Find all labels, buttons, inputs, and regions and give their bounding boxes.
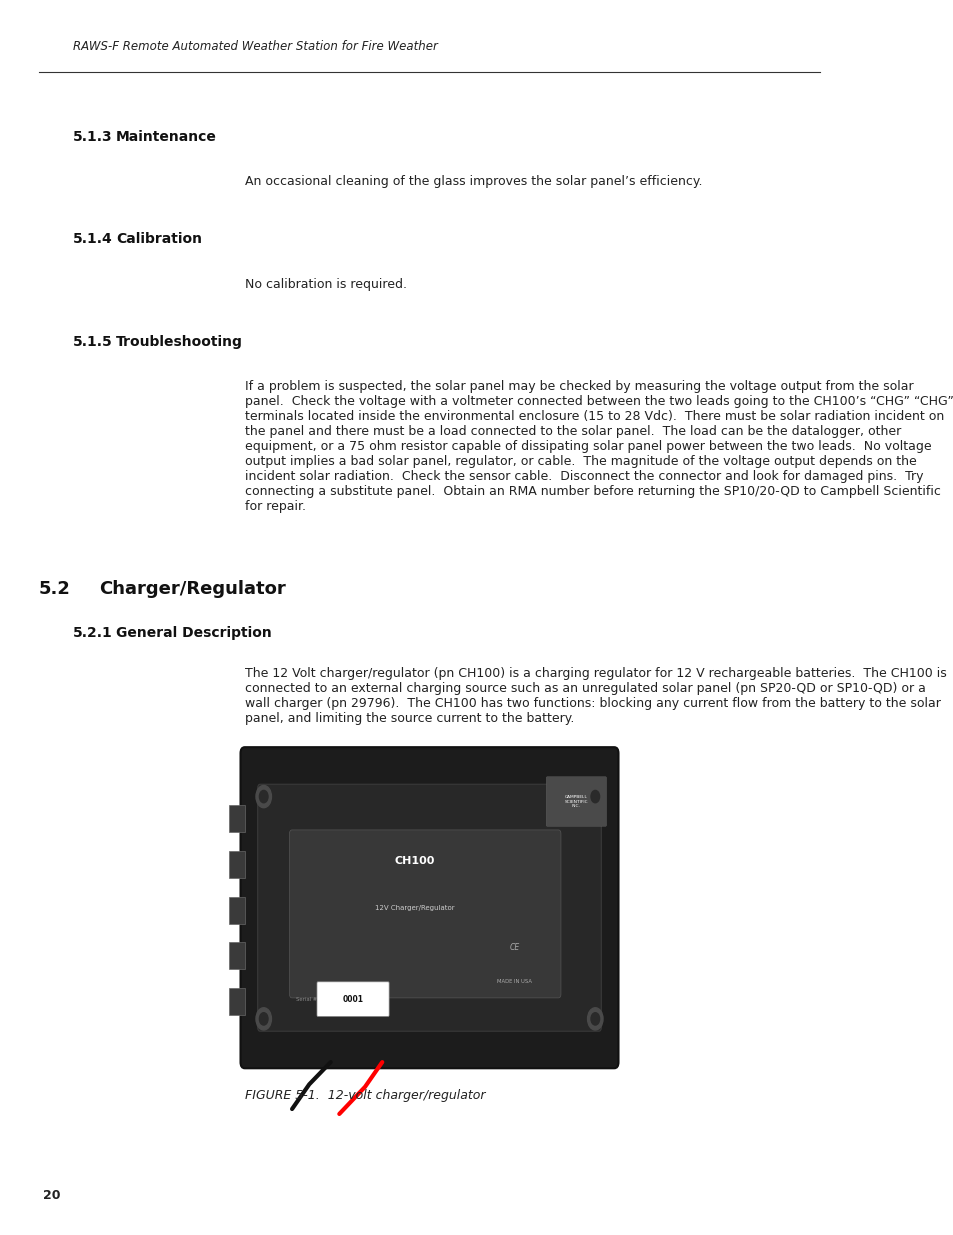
Text: Serial #: Serial #	[295, 997, 317, 1002]
Text: CAMPBELL
SCIENTIFIC
INC.: CAMPBELL SCIENTIFIC INC.	[564, 794, 588, 809]
Bar	[229, 805, 245, 832]
Text: 5.2: 5.2	[39, 580, 71, 599]
Text: FIGURE 5-1.  12-volt charger/regulator: FIGURE 5-1. 12-volt charger/regulator	[245, 1089, 485, 1103]
Text: An occasional cleaning of the glass improves the solar panel’s efficiency.: An occasional cleaning of the glass impr…	[245, 175, 701, 189]
Text: If a problem is suspected, the solar panel may be checked by measuring the volta: If a problem is suspected, the solar pan…	[245, 380, 953, 514]
Text: MADE IN USA: MADE IN USA	[497, 979, 532, 984]
Text: 0001: 0001	[342, 994, 363, 1004]
Circle shape	[255, 1008, 272, 1030]
Text: 12V Charger/Regulator: 12V Charger/Regulator	[375, 905, 454, 910]
Text: 5.1.3: 5.1.3	[73, 130, 112, 143]
Circle shape	[259, 790, 268, 803]
FancyBboxPatch shape	[546, 777, 606, 826]
Text: 20: 20	[43, 1188, 60, 1202]
Circle shape	[587, 785, 602, 808]
Text: RAWS-F Remote Automated Weather Station for Fire Weather: RAWS-F Remote Automated Weather Station …	[73, 40, 437, 53]
Text: The 12 Volt charger/regulator (pn CH100) is a charging regulator for 12 V rechar: The 12 Volt charger/regulator (pn CH100)…	[245, 667, 945, 725]
Text: Maintenance: Maintenance	[116, 130, 216, 143]
Circle shape	[259, 1013, 268, 1025]
Circle shape	[255, 785, 272, 808]
Circle shape	[590, 790, 599, 803]
Text: CE: CE	[509, 944, 519, 952]
FancyBboxPatch shape	[257, 784, 600, 1031]
FancyBboxPatch shape	[316, 982, 389, 1016]
Text: Calibration: Calibration	[116, 232, 202, 246]
Text: 5.1.5: 5.1.5	[73, 335, 112, 348]
Circle shape	[590, 1013, 599, 1025]
Text: CH100: CH100	[395, 856, 435, 867]
Circle shape	[587, 1008, 602, 1030]
Text: Troubleshooting: Troubleshooting	[116, 335, 243, 348]
Bar	[229, 851, 245, 878]
Text: Charger/Regulator: Charger/Regulator	[99, 580, 285, 599]
Text: No calibration is required.: No calibration is required.	[245, 278, 406, 291]
Text: 5.1.4: 5.1.4	[73, 232, 112, 246]
Bar	[229, 897, 245, 924]
Text: 5.2.1: 5.2.1	[73, 626, 112, 640]
FancyBboxPatch shape	[289, 830, 560, 998]
FancyBboxPatch shape	[240, 747, 618, 1068]
Bar	[229, 942, 245, 969]
Text: General Description: General Description	[116, 626, 272, 640]
Bar	[229, 988, 245, 1015]
